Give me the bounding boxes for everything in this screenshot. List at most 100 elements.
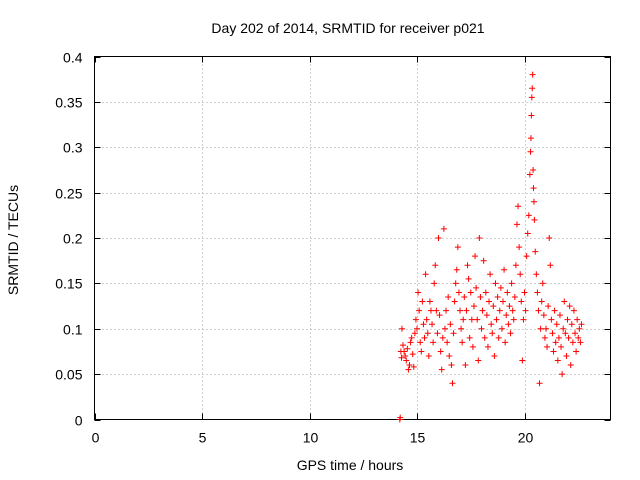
x-tick-label: 10 <box>303 430 319 446</box>
data-point <box>415 289 422 296</box>
x-tick-label: 0 <box>92 430 100 446</box>
data-point <box>497 284 504 291</box>
data-point <box>537 325 544 332</box>
data-point <box>438 366 445 373</box>
data-point <box>448 362 455 369</box>
data-point <box>504 289 511 296</box>
data-point <box>443 307 450 314</box>
data-point <box>544 343 551 350</box>
data-point <box>459 339 466 346</box>
y-tick-label: 0.2 <box>63 231 83 247</box>
data-point <box>398 354 405 361</box>
data-point <box>540 312 547 319</box>
data-point <box>452 280 459 287</box>
data-point <box>479 307 486 314</box>
data-point <box>421 334 428 341</box>
data-point <box>573 348 580 355</box>
data-point <box>530 198 537 205</box>
data-point <box>404 345 411 352</box>
data-point <box>422 271 429 278</box>
data-point <box>566 303 573 310</box>
data-point <box>484 343 491 350</box>
data-point <box>486 298 493 305</box>
data-point <box>478 325 485 332</box>
data-point <box>574 316 581 323</box>
data-point <box>481 334 488 341</box>
data-point <box>547 262 554 269</box>
data-point <box>576 325 583 332</box>
data-point <box>498 325 505 332</box>
data-point <box>465 275 472 282</box>
data-point <box>469 343 476 350</box>
data-point <box>568 321 575 328</box>
data-point <box>434 330 441 337</box>
data-point <box>432 262 439 269</box>
x-tick-label: 5 <box>199 430 207 446</box>
data-point <box>411 330 418 337</box>
data-point <box>470 303 477 310</box>
data-point <box>496 307 503 314</box>
y-tick-label: 0.3 <box>63 140 83 156</box>
data-point <box>429 321 436 328</box>
data-point <box>402 352 409 359</box>
data-point <box>430 339 437 346</box>
data-point <box>433 307 440 314</box>
data-point <box>406 362 413 369</box>
data-point <box>546 235 553 241</box>
data-point <box>548 316 555 323</box>
data-point <box>502 339 509 346</box>
data-point <box>483 312 490 319</box>
data-point <box>468 316 475 323</box>
data-point <box>493 316 500 323</box>
data-point <box>510 316 517 323</box>
data-point <box>449 380 456 387</box>
data-point <box>527 148 534 155</box>
data-point <box>558 343 565 350</box>
data-point <box>480 257 487 264</box>
data-point <box>473 284 480 291</box>
data-point <box>491 352 498 359</box>
y-tick-label: 0.05 <box>55 367 82 383</box>
data-point <box>527 135 534 142</box>
data-point <box>501 266 508 273</box>
data-point <box>533 271 540 278</box>
data-point <box>507 330 514 337</box>
plot-frame <box>94 56 611 420</box>
data-point <box>575 334 582 341</box>
y-tick-label: 0.4 <box>63 50 83 66</box>
data-point <box>531 216 538 223</box>
y-tick-label: 0 <box>75 413 83 429</box>
data-point <box>437 348 444 355</box>
data-point <box>439 334 446 341</box>
data-point <box>559 371 566 378</box>
data-point <box>511 293 518 300</box>
data-point <box>408 334 415 341</box>
data-point <box>517 271 524 278</box>
data-point <box>453 266 460 273</box>
data-point <box>494 293 501 300</box>
data-point <box>451 298 458 305</box>
data-point <box>482 289 489 296</box>
data-point <box>534 289 541 296</box>
data-point <box>561 298 568 305</box>
data-point <box>529 71 536 78</box>
data-point <box>425 352 432 359</box>
data-point <box>424 330 431 337</box>
data-point <box>488 321 495 328</box>
data-point <box>564 316 571 323</box>
data-point <box>554 357 561 364</box>
data-point <box>503 312 510 319</box>
data-point <box>444 339 451 346</box>
data-point <box>487 271 494 278</box>
x-axis-label: GPS time / hours <box>297 457 404 473</box>
data-point <box>528 94 535 101</box>
data-point <box>476 235 483 241</box>
data-point <box>522 307 529 314</box>
data-point <box>505 321 512 328</box>
data-point <box>569 339 576 346</box>
data-point <box>490 303 497 310</box>
data-point <box>447 321 454 328</box>
data-point <box>400 342 407 349</box>
data-point <box>467 289 474 296</box>
